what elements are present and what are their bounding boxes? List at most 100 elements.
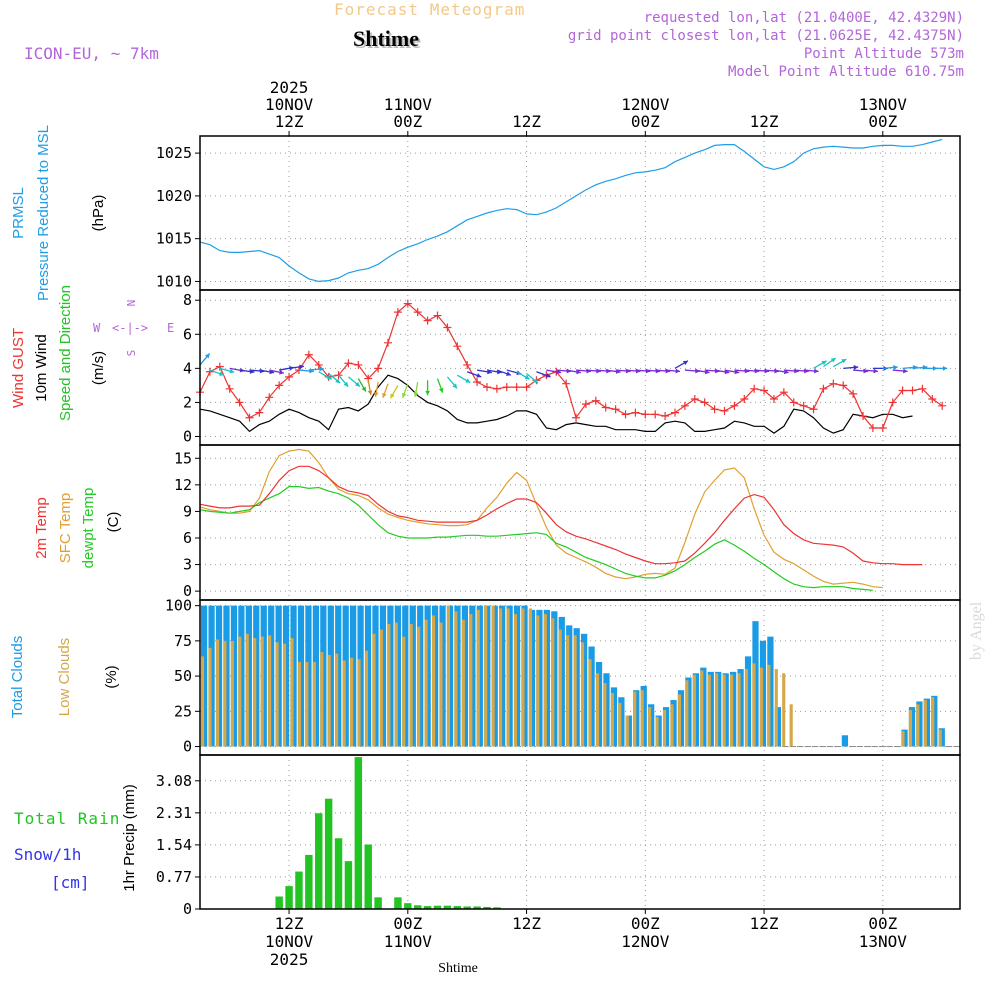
low-cloud-bar xyxy=(536,615,540,747)
wind-arrow xyxy=(536,371,551,378)
gust-marker xyxy=(671,408,679,417)
wind-arrow-head xyxy=(841,359,847,364)
low-cloud-bar xyxy=(320,652,324,747)
low-cloud-bar xyxy=(789,704,793,747)
bottom-time-hour: 12Z xyxy=(512,914,541,933)
gust-marker xyxy=(205,367,214,376)
low-cloud-bar xyxy=(282,643,287,747)
grid-layer xyxy=(200,136,960,910)
gust-marker xyxy=(245,413,254,422)
low-cloud-bar xyxy=(260,636,264,747)
y-tick-label: 6 xyxy=(183,529,192,547)
compass-east: E xyxy=(167,321,174,335)
y-tick-label: 6 xyxy=(183,325,192,343)
low-cloud-bar xyxy=(923,700,927,747)
wind-arrow-head xyxy=(675,368,681,374)
compass-north: N xyxy=(125,300,138,307)
gust-marker xyxy=(878,423,887,432)
wind-arrow-head xyxy=(830,358,836,363)
low-cloud-bar xyxy=(394,622,398,747)
pressure-label-long: Pressure Reduced to MSL xyxy=(35,125,52,301)
wind-arrow xyxy=(348,376,361,388)
rain-bar xyxy=(285,886,293,909)
gust-marker xyxy=(651,410,660,419)
text-layer: 1010101510201025024680369121502550751000… xyxy=(9,78,907,976)
total-clouds-label: Total Clouds xyxy=(9,636,26,719)
y-tick-label: 15 xyxy=(174,449,192,467)
snow-label: Snow/1h xyxy=(14,845,81,864)
low-cloud-bar xyxy=(677,694,681,747)
y-tick-label: 0.77 xyxy=(156,868,192,886)
wind-unit: (m/s) xyxy=(90,351,107,385)
y-tick-label: 8 xyxy=(183,291,192,309)
y-tick-label: 0 xyxy=(183,738,192,756)
low-cloud-bar xyxy=(454,611,458,747)
y-tick-label: 3.08 xyxy=(156,772,192,790)
wind-arrow xyxy=(436,378,444,393)
low-cloud-bar xyxy=(342,660,346,747)
wind-arrow-head xyxy=(373,392,379,397)
gust-marker xyxy=(423,316,432,325)
low-cloud-bar xyxy=(692,674,696,747)
rain-bar xyxy=(453,906,462,909)
gust-marker xyxy=(403,299,412,308)
low-cloud-bar xyxy=(297,662,301,747)
low-cloud-bar xyxy=(528,608,532,747)
gust-marker xyxy=(265,393,274,402)
model-point-altitude: Model Point Altitude 610.75m xyxy=(727,64,964,80)
compass-west: W xyxy=(93,321,101,335)
top-time-hour: 00Z xyxy=(868,112,897,131)
panel-frame xyxy=(199,135,961,291)
bottom-location-label: Shtime xyxy=(438,961,478,976)
gust-marker xyxy=(591,396,600,405)
model-name: ICON-EU, ~ 7km xyxy=(24,44,159,63)
low-cloud-bar xyxy=(521,608,525,747)
gust-marker xyxy=(750,384,759,393)
gust-marker xyxy=(641,410,650,419)
wind-arrow-head xyxy=(367,390,373,396)
low-cloud-bar xyxy=(312,662,316,747)
rain-bar xyxy=(443,905,452,909)
wind-arrow xyxy=(413,381,419,397)
low-cloud-bar xyxy=(551,618,555,747)
wind-arrow-head xyxy=(452,383,458,389)
gust-marker xyxy=(690,395,699,404)
low-cloud-bar xyxy=(513,614,518,747)
wind-arrow xyxy=(199,353,211,366)
clouds-unit: (%) xyxy=(103,665,120,688)
low-cloud-bar xyxy=(685,680,689,747)
y-tick-label: 3 xyxy=(183,556,192,574)
low-cloud-bar xyxy=(238,636,242,747)
low-cloud-bar xyxy=(275,642,279,747)
wind10m-label: 10m Wind xyxy=(33,334,50,402)
rain-bar xyxy=(473,906,481,909)
low-cloud-bar xyxy=(588,659,592,747)
bottom-time-hour: 00Z xyxy=(868,914,897,933)
low-cloud-bar xyxy=(610,693,614,747)
rain-bar xyxy=(364,844,372,909)
wind-arrow xyxy=(902,365,918,370)
pressure-line xyxy=(199,138,943,283)
low-cloud-bar xyxy=(431,615,436,747)
snow-unit: [cm] xyxy=(51,873,90,892)
y-tick-label: 1025 xyxy=(156,144,192,162)
gust-marker xyxy=(304,350,313,359)
gust-line xyxy=(199,302,943,429)
wind-arrow xyxy=(209,369,225,376)
wind-arrow-head xyxy=(219,371,224,376)
wind-arrow-head xyxy=(682,360,688,366)
wind-arrow xyxy=(318,371,333,380)
gust-marker xyxy=(215,362,224,371)
watermark: by Angel xyxy=(968,601,985,660)
wind-arrow-head xyxy=(853,365,859,370)
wind-arrow-head xyxy=(413,392,419,397)
low-cloud-bar xyxy=(715,673,719,747)
wind-arrow xyxy=(882,365,898,370)
low-cloud-bar xyxy=(499,608,503,747)
bottom-time-hour: 00Z xyxy=(631,914,660,933)
chart-title: Shtime xyxy=(353,26,419,51)
wind-arrow xyxy=(338,374,349,388)
gust-marker xyxy=(275,381,284,390)
wind-arrow xyxy=(373,381,379,397)
pressure-unit: (hPa) xyxy=(90,195,107,232)
